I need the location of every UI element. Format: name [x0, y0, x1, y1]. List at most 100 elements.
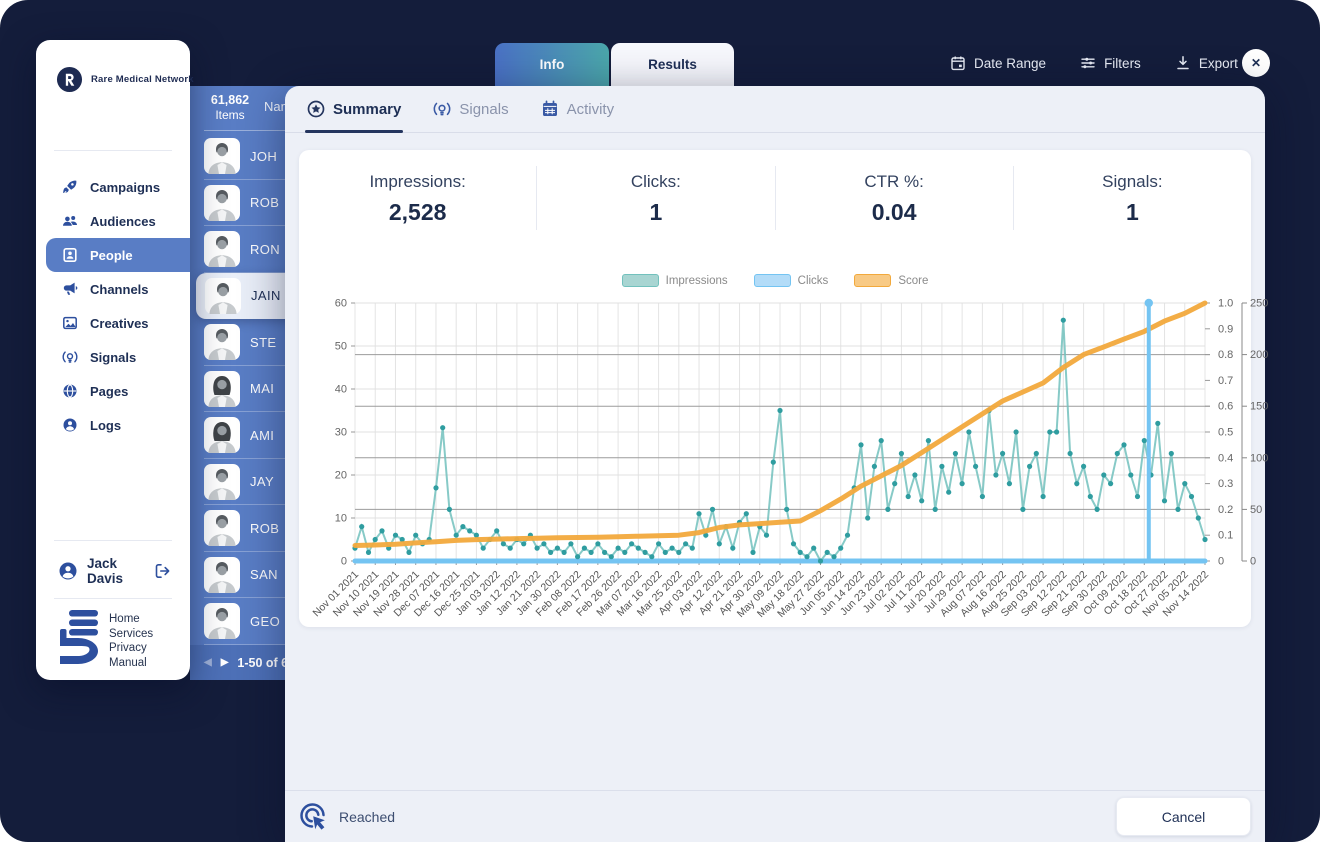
legend-item-clicks: Clicks	[753, 274, 829, 287]
svg-text:50: 50	[1250, 504, 1262, 516]
stat-label: Clicks:	[630, 172, 681, 191]
sidebar-item-audiences[interactable]: Audiences	[36, 204, 190, 238]
svg-text:0.8: 0.8	[1218, 349, 1233, 361]
sidebar-item-pages[interactable]: Pages	[36, 374, 190, 408]
footer-link-services[interactable]: Services	[109, 627, 154, 640]
list-item[interactable]: STE	[190, 319, 310, 366]
svg-text:10: 10	[335, 513, 347, 525]
stat-label: CTR %:	[864, 172, 924, 191]
footer-links: Home Services Privacy Manual	[109, 610, 153, 670]
sidebar-item-label: Audiences	[90, 213, 156, 229]
calendar-icon	[950, 55, 966, 71]
stats-row: Impressions: 2,528 Clicks: 1 CTR %: 0.04 Signa…	[299, 166, 1251, 230]
person-name: SAN	[250, 567, 278, 583]
stat-label: Impressions:	[369, 172, 466, 191]
sidebar-item-label: Signals	[90, 349, 137, 365]
legend-label: Score	[898, 274, 929, 287]
sidebar-item-signals[interactable]: Signals	[36, 340, 190, 374]
list-item[interactable]: AMI	[190, 412, 310, 459]
stat-impressions: Impressions: 2,528	[299, 166, 538, 230]
legend-label: Clicks	[797, 274, 829, 287]
rocket-icon	[62, 179, 78, 195]
stat-label: Signals:	[1102, 172, 1163, 191]
page-prev-icon[interactable]: ◀	[204, 657, 212, 668]
tab-signals[interactable]: Signals	[433, 86, 509, 132]
person-name: ROB	[250, 195, 280, 211]
sidebar: Rare Medical Network Campaigns Audiences P…	[36, 40, 194, 680]
panel-footer: Reached Cancel	[285, 790, 1265, 842]
list-item[interactable]: JOH	[190, 133, 310, 180]
page-next-icon[interactable]: ▶	[220, 657, 229, 668]
legend-item-score: Score	[854, 274, 928, 287]
svg-text:40: 40	[335, 384, 347, 396]
avatar	[204, 370, 240, 407]
user-row[interactable]: Jack Davis	[36, 552, 190, 590]
close-button[interactable]: ✕	[1242, 49, 1270, 77]
tab-activity[interactable]: Activity	[541, 86, 615, 132]
brand-name: Rare Medical Network	[91, 74, 194, 85]
brand: Rare Medical Network	[56, 66, 194, 93]
avatar	[204, 510, 240, 547]
date-range-button[interactable]: Date Range	[950, 55, 1046, 71]
logout-icon[interactable]	[154, 562, 172, 580]
list-item[interactable]: ROB	[190, 505, 310, 552]
image-icon	[62, 315, 78, 331]
svg-text:0.6: 0.6	[1218, 401, 1233, 413]
tab-label: Activity	[566, 100, 615, 118]
svg-text:0.5: 0.5	[1218, 427, 1233, 439]
filters-button[interactable]: Filters	[1080, 55, 1141, 71]
avatar	[204, 184, 240, 221]
stat-signals: Signals: 1	[1014, 166, 1251, 230]
cancel-button[interactable]: Cancel	[1116, 797, 1251, 836]
sidebar-item-people[interactable]: People	[46, 238, 190, 272]
reached-status: Reached	[299, 802, 395, 832]
footer-link-manual[interactable]: Manual	[109, 656, 147, 669]
legend-swatch	[854, 274, 892, 287]
list-item[interactable]: SAN	[190, 552, 310, 599]
svg-text:0.9: 0.9	[1218, 323, 1233, 335]
avatar	[204, 603, 240, 640]
avatar	[204, 463, 240, 500]
topbar-actions: Date Range Filters Export	[950, 40, 1238, 86]
svg-text:250: 250	[1250, 298, 1268, 310]
svg-text:200: 200	[1250, 349, 1268, 361]
sidebar-item-label: Channels	[90, 281, 149, 297]
tab-info[interactable]: Info	[495, 43, 609, 86]
legend-swatch	[621, 274, 659, 287]
avatar	[204, 556, 240, 593]
sidebar-item-logs[interactable]: Logs	[36, 408, 190, 442]
svg-text:100: 100	[1250, 452, 1268, 464]
stat-value: 2,528	[388, 199, 447, 225]
legend-label: Impressions	[665, 274, 728, 287]
list-item[interactable]: MAI	[190, 366, 310, 413]
person-name: GEO	[250, 613, 281, 629]
person-name: JAIN	[251, 288, 281, 304]
tab-results[interactable]: Results	[611, 43, 734, 86]
list-item[interactable]: JAY	[190, 459, 310, 506]
tab-label: Signals	[459, 100, 509, 118]
svg-text:150: 150	[1250, 401, 1268, 413]
items-count-label: Items	[215, 108, 245, 122]
sidebar-item-channels[interactable]: Channels	[36, 272, 190, 306]
footer-link-home[interactable]: Home	[109, 613, 140, 625]
person-name: MAI	[250, 381, 275, 397]
date-range-label: Date Range	[974, 55, 1047, 71]
chart-legend: Impressions Clicks Score	[299, 274, 1251, 287]
footer-link-privacy[interactable]: Privacy	[109, 642, 147, 654]
list-item[interactable]: RON	[190, 226, 310, 273]
legend-swatch	[753, 274, 791, 287]
reached-icon	[299, 802, 329, 832]
list-item[interactable]: ROB	[190, 180, 310, 227]
id-card-icon	[62, 247, 78, 263]
svg-text:0.3: 0.3	[1218, 478, 1233, 490]
list-item[interactable]: GEO	[190, 598, 310, 645]
sidebar-item-campaigns[interactable]: Campaigns	[36, 170, 190, 204]
avatar	[204, 138, 240, 175]
export-button[interactable]: Export	[1175, 55, 1238, 71]
tab-summary[interactable]: Summary	[304, 86, 404, 133]
brand-logo-icon	[56, 66, 83, 93]
tab-results-label: Results	[648, 57, 697, 72]
sidebar-divider	[54, 598, 172, 599]
sidebar-item-creatives[interactable]: Creatives	[36, 306, 190, 340]
panel-tabs: Summary Signals Activity	[285, 86, 1265, 133]
